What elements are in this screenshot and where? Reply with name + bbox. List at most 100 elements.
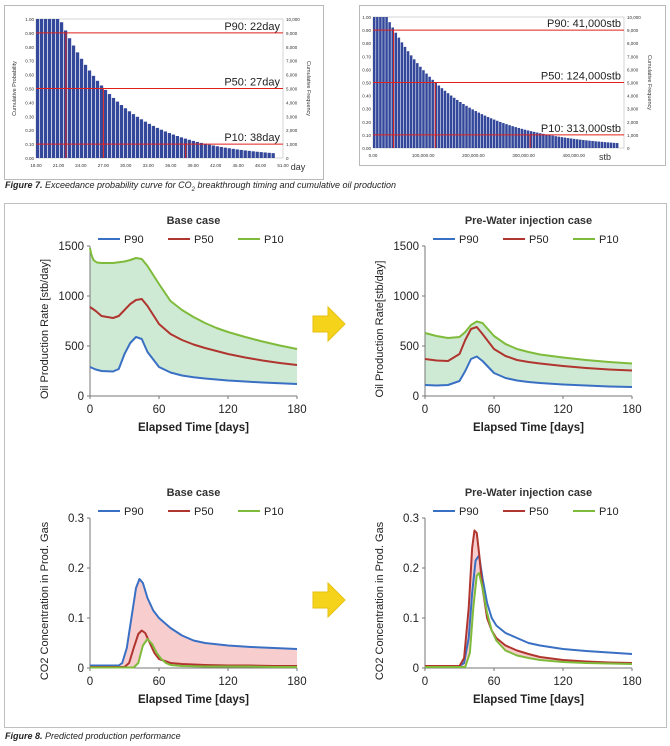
bar xyxy=(75,52,80,158)
bar xyxy=(480,114,484,148)
x-tick-label: 180 xyxy=(287,404,306,416)
co2-base-chart: Base case P90 P50 P10 0 0.1 0.2 0.3 0 60 120 180 Ela… xyxy=(39,487,307,706)
x-tick-label: 60 xyxy=(488,404,501,416)
x-tick-label: 400,000.00 xyxy=(563,153,586,158)
bar xyxy=(548,135,551,148)
bar xyxy=(203,143,207,158)
y2-tick-label: 9,000 xyxy=(286,31,298,36)
marker-label: P10: 38day xyxy=(224,132,280,144)
bar xyxy=(483,115,487,148)
bar xyxy=(468,107,471,148)
bar xyxy=(526,130,530,148)
bar xyxy=(409,55,413,148)
y-axis-title: Cumulative Probability xyxy=(12,61,18,116)
y-axis-title: CO2 Concentration in Prod. Gas xyxy=(374,521,386,680)
bar xyxy=(59,22,64,159)
bar xyxy=(551,135,554,148)
legend-label: P10 xyxy=(264,506,284,518)
y2-tick-label: 1,000 xyxy=(286,142,298,147)
bar xyxy=(416,63,419,148)
bar xyxy=(579,139,582,148)
bar xyxy=(95,80,100,158)
y-tick-label: 0.1 xyxy=(403,613,419,625)
x-axis-title: Elapsed Time [days] xyxy=(138,422,249,434)
bar xyxy=(615,143,619,148)
bar xyxy=(391,27,394,149)
series-line-p10 xyxy=(90,638,297,669)
y-tick-label: 0.00 xyxy=(25,156,34,161)
x-axis-title: Elapsed Time [days] xyxy=(138,694,249,706)
x-tick-label: 18.00 xyxy=(30,163,42,168)
bar xyxy=(412,59,416,149)
bar xyxy=(211,145,215,158)
bar xyxy=(400,42,404,148)
legend-label: P90 xyxy=(124,234,144,246)
y-axis-title: CO2 Concentration in Prod. Gas xyxy=(39,521,51,680)
bar xyxy=(215,146,219,158)
y2-tick-label: 6,000 xyxy=(286,73,298,78)
legend-label: P10 xyxy=(599,506,619,518)
bar xyxy=(505,124,508,148)
bar xyxy=(131,114,136,158)
y-tick-label: 0.90 xyxy=(362,28,371,33)
y2-tick-label: 10,000 xyxy=(286,17,300,22)
bar xyxy=(155,127,160,158)
y2-tick-label: 4,000 xyxy=(627,94,639,99)
bar xyxy=(255,151,259,158)
chart-title: Pre-Water injection case xyxy=(465,215,592,227)
x-tick-label: 100,000.00 xyxy=(412,153,435,158)
bar xyxy=(227,148,231,158)
x-tick-label: 0.00 xyxy=(369,153,378,158)
x-tick-label: 39.00 xyxy=(188,163,200,168)
series-line-p50 xyxy=(424,326,633,372)
bar xyxy=(606,142,610,148)
bar xyxy=(582,140,585,148)
bar xyxy=(199,142,203,158)
figure-8-caption: Figure 8. Predicted production performan… xyxy=(5,731,181,741)
marker-label: P90: 41,000stb xyxy=(547,18,621,30)
legend-label: P50 xyxy=(194,506,214,518)
y2-tick-label: 8,000 xyxy=(627,41,639,46)
y-tick-label: 0.3 xyxy=(403,513,419,525)
exceedance-oil-chart: 0.00 0.10 0.20 0.30 0.40 0.50 0.60 0.70 0.80 0.90… xyxy=(361,7,662,162)
legend-label: P50 xyxy=(529,234,549,246)
bar xyxy=(462,103,465,148)
bar xyxy=(523,129,527,148)
bar xyxy=(397,37,401,148)
x-tick-label: 0 xyxy=(87,676,93,688)
y-tick-label: 0.3 xyxy=(68,513,84,525)
bar xyxy=(495,120,499,148)
bar xyxy=(231,148,235,158)
y-tick-label: 500 xyxy=(65,341,84,353)
bar xyxy=(251,151,255,158)
series-line-p10 xyxy=(89,247,298,350)
bar xyxy=(119,105,124,158)
bar xyxy=(508,125,511,148)
y2-axis-title: Cumulative Frequency xyxy=(646,55,652,110)
series-line-p90 xyxy=(424,355,633,388)
bar xyxy=(259,152,263,158)
bar xyxy=(477,112,481,148)
x-tick-label: 60 xyxy=(153,676,166,688)
exceedance-breakthrough-chart: 0.00 0.10 0.20 0.30 0.40 0.50 0.60 0.70 0.80 0.90… xyxy=(6,7,320,176)
bar xyxy=(107,94,112,158)
bar xyxy=(71,45,76,158)
x-tick-label: 27.00 xyxy=(98,163,110,168)
bar xyxy=(532,131,536,148)
bar xyxy=(195,141,199,158)
bar xyxy=(406,51,410,148)
x-axis-title: Elapsed Time [days] xyxy=(473,694,584,706)
x-axis-title: Elapsed Time [days] xyxy=(473,422,584,434)
x-tick-label: 21.00 xyxy=(53,163,65,168)
bar xyxy=(452,97,456,148)
bar xyxy=(403,46,407,149)
bar xyxy=(600,141,604,148)
y-tick-label: 0.2 xyxy=(403,563,419,575)
y-tick-label: 0.00 xyxy=(362,146,371,151)
bar xyxy=(103,89,108,158)
y-tick-label: 0.20 xyxy=(25,128,34,133)
bar xyxy=(572,138,576,148)
bar xyxy=(511,126,514,148)
arrow-right-icon xyxy=(312,582,346,618)
y-tick-label: 0.80 xyxy=(25,45,34,50)
